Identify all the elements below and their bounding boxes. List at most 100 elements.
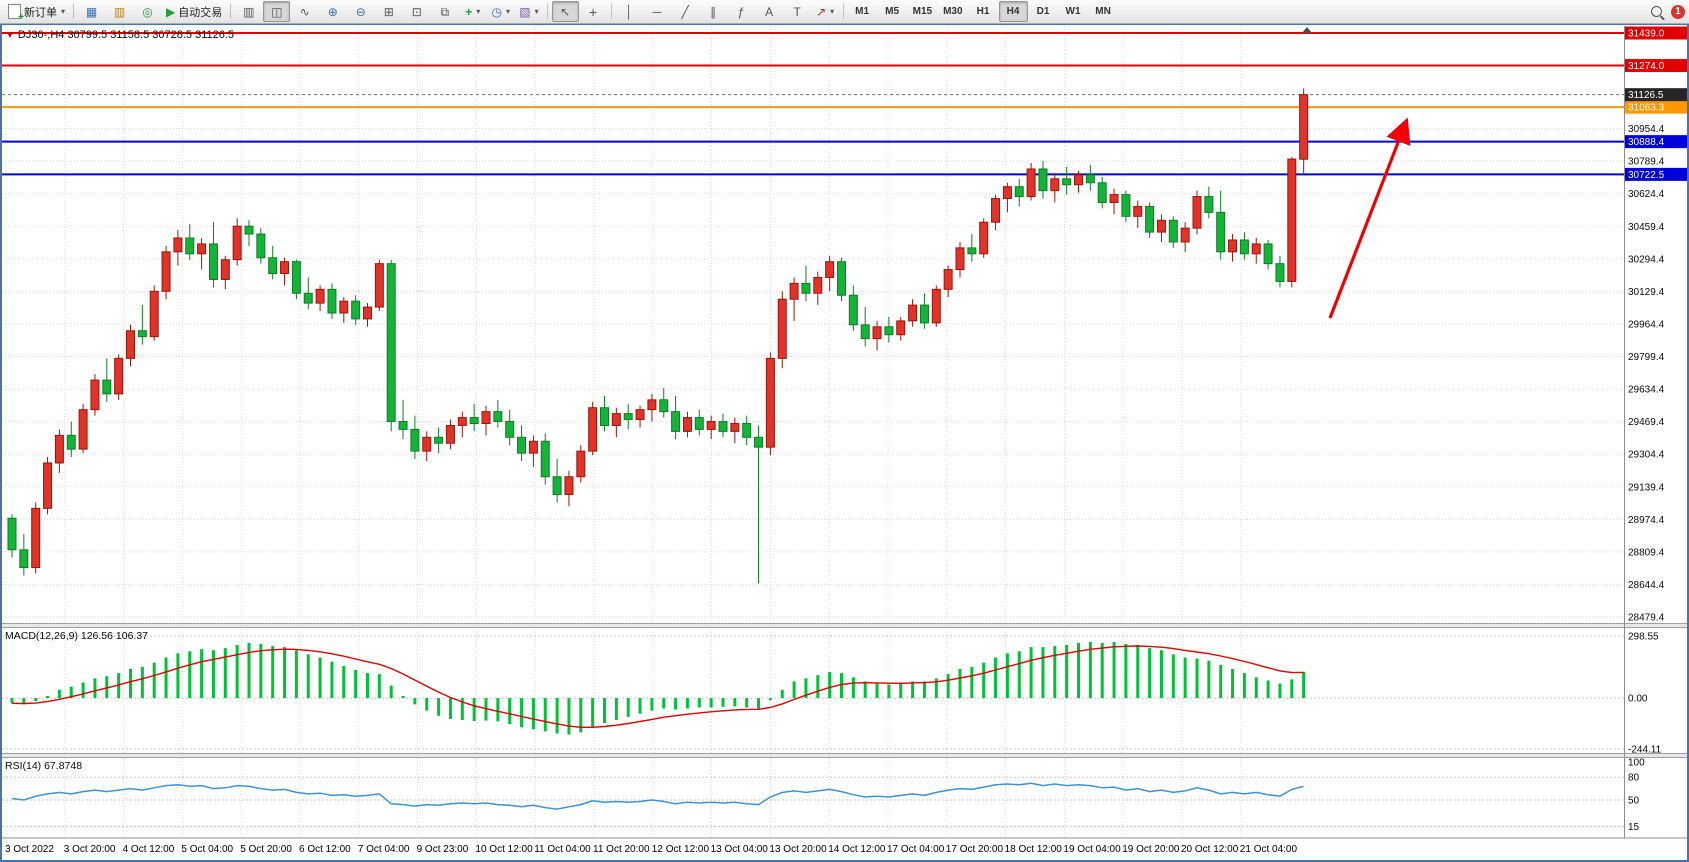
tile-windows-icon: ⊞: [383, 4, 394, 19]
profiles-button[interactable]: ▥: [106, 1, 133, 22]
arrange-windows-button[interactable]: ⊡: [403, 1, 430, 22]
fibonacci-icon: ƒ: [737, 4, 745, 19]
autotrading-button[interactable]: ▶ 自动交易: [162, 1, 226, 22]
svg-text:13 Oct 20:00: 13 Oct 20:00: [769, 844, 827, 855]
templates-icon: ▧: [519, 4, 531, 19]
autotrading-play-icon: ▶: [166, 4, 176, 19]
chevron-down-icon: ▾: [534, 7, 539, 16]
arrow-annotation[interactable]: [1328, 117, 1411, 319]
line-chart-type-button[interactable]: ∿: [291, 1, 318, 22]
text-button[interactable]: A: [756, 1, 783, 22]
svg-text:30129.4: 30129.4: [1628, 287, 1665, 298]
trendline-button[interactable]: ╱: [672, 1, 699, 22]
toolbar-separator: [73, 4, 75, 19]
price-axis[interactable]: 30954.4 30789.4 30624.4 30459.4 30294.4 30129…: [1625, 26, 1687, 834]
price-marker-31439.0: [1625, 26, 1687, 40]
svg-text:31126.5: 31126.5: [1628, 90, 1664, 101]
panel-separator[interactable]: [0, 753, 1689, 758]
timeframe-h4-button[interactable]: H4: [998, 1, 1028, 22]
svg-text:28974.4: 28974.4: [1628, 515, 1665, 526]
crosshair-button[interactable]: +: [580, 1, 607, 22]
chevron-down-icon: ▾: [505, 7, 510, 16]
channel-icon: ∥: [710, 4, 717, 19]
bar-chart-type-button[interactable]: ▥: [235, 1, 262, 22]
crosshair-icon: +: [589, 3, 598, 20]
tile-windows-button[interactable]: ⊞: [375, 1, 402, 22]
cursor-button[interactable]: ↖: [551, 1, 579, 22]
chart-shift-marker[interactable]: [1302, 27, 1312, 33]
horizontal-line-icon: ─: [652, 4, 662, 19]
svg-text:6 Oct 12:00: 6 Oct 12:00: [299, 844, 351, 855]
profiles-icon: ▥: [113, 4, 126, 19]
svg-text:29304.4: 29304.4: [1628, 450, 1665, 461]
timeframe-m15-button[interactable]: M15: [912, 6, 933, 17]
candlestick-chart-type-button[interactable]: ◫: [263, 1, 291, 22]
autotrading-label: 自动交易: [178, 6, 223, 19]
svg-text:29964.4: 29964.4: [1628, 319, 1665, 330]
arrow-object-icon: ↗: [816, 4, 827, 19]
symbol-marker-icon: ▼: [6, 30, 14, 40]
zoom-in-button[interactable]: ⊕: [319, 1, 346, 22]
chart-title-text: DJ30-,H4 30799.5 31158.5 30728.5 31126.5: [17, 29, 235, 41]
time-axis[interactable]: 3 Oct 2022 3 Oct 20:00 4 Oct 12:00 5 Oct 04…: [2, 837, 1687, 855]
vertical-gridlines: [5, 26, 1242, 838]
svg-text:10 Oct 12:00: 10 Oct 12:00: [475, 844, 533, 855]
search-icon: [1651, 6, 1662, 17]
new-order-button[interactable]: 新订单 ▾: [4, 1, 69, 23]
svg-text:9 Oct 23:00: 9 Oct 23:00: [417, 844, 469, 855]
new-order-label: 新订单: [24, 6, 57, 19]
panel-separator[interactable]: [0, 623, 1689, 628]
horizontal-line-button[interactable]: ─: [644, 1, 671, 22]
market-watch-button[interactable]: ◎: [134, 1, 161, 22]
chevron-down-icon: ▾: [830, 7, 835, 16]
channel-button[interactable]: ∥: [700, 1, 727, 22]
fibonacci-button[interactable]: ƒ: [728, 1, 755, 22]
svg-text:50: 50: [1628, 796, 1640, 807]
templates-button[interactable]: ▧ ▾: [515, 1, 542, 22]
period-button[interactable]: ◷ ▾: [487, 1, 514, 22]
svg-text:30954.4: 30954.4: [1628, 124, 1665, 135]
arrows-button[interactable]: ↗ ▾: [812, 1, 839, 22]
svg-text:30624.4: 30624.4: [1628, 189, 1665, 200]
timeframe-m5-button[interactable]: M5: [885, 6, 900, 17]
svg-text:28479.4: 28479.4: [1628, 612, 1665, 623]
svg-text:7 Oct 04:00: 7 Oct 04:00: [358, 844, 410, 855]
svg-text:31063.3: 31063.3: [1628, 103, 1665, 114]
candlestick-series: [7, 88, 1309, 584]
zoom-out-button[interactable]: ⊖: [347, 1, 374, 22]
text-label-button[interactable]: T: [784, 1, 811, 22]
timeframe-w1-button[interactable]: W1: [1065, 6, 1081, 17]
vertical-line-button[interactable]: │: [616, 1, 643, 22]
timeframe-d1-button[interactable]: D1: [1036, 6, 1050, 17]
window-border: [0, 23, 1689, 862]
notification-badge[interactable]: 1: [1671, 4, 1685, 19]
chart-window-button[interactable]: ▦: [78, 1, 105, 22]
timeframe-m30-button[interactable]: M30: [943, 6, 963, 17]
arrange-windows-icon: ⊡: [411, 4, 422, 19]
line-chart-icon: ∿: [299, 4, 310, 19]
svg-text:28644.4: 28644.4: [1628, 580, 1665, 591]
cascade-windows-icon: ⧉: [440, 4, 450, 19]
svg-text:11 Oct 20:00: 11 Oct 20:00: [593, 844, 650, 855]
search-button[interactable]: [1643, 1, 1670, 22]
timeframe-mn-button[interactable]: MN: [1095, 6, 1111, 17]
indicators-button[interactable]: + ▾: [459, 1, 486, 22]
chevron-down-icon: ▾: [61, 7, 66, 16]
timeframe-m1-button[interactable]: M1: [855, 6, 870, 17]
cursor-icon: ↖: [560, 4, 571, 19]
svg-text:19 Oct 20:00: 19 Oct 20:00: [1122, 844, 1180, 855]
price-marker-31274.0: [1625, 59, 1687, 73]
toolbar-separator: [230, 4, 232, 19]
svg-text:12 Oct 12:00: 12 Oct 12:00: [652, 844, 710, 855]
cascade-windows-button[interactable]: ⧉: [431, 1, 458, 22]
market-watch-icon: ◎: [142, 4, 153, 19]
text-label-icon: T: [793, 4, 801, 19]
svg-text:11 Oct 04:00: 11 Oct 04:00: [534, 844, 591, 855]
toolbar-separator: [610, 4, 612, 19]
toolbar: 新订单 ▾ ▦ ▥ ◎ ▶ 自动交易 ▥ ◫ ∿ ⊕ ⊖ ⊞ ⊡ ⧉ + ▾ ◷…: [0, 0, 1689, 24]
timeframe-h1-button[interactable]: H1: [976, 6, 990, 17]
zoom-in-icon: ⊕: [327, 4, 338, 19]
macd-histogram: [10, 641, 1306, 735]
